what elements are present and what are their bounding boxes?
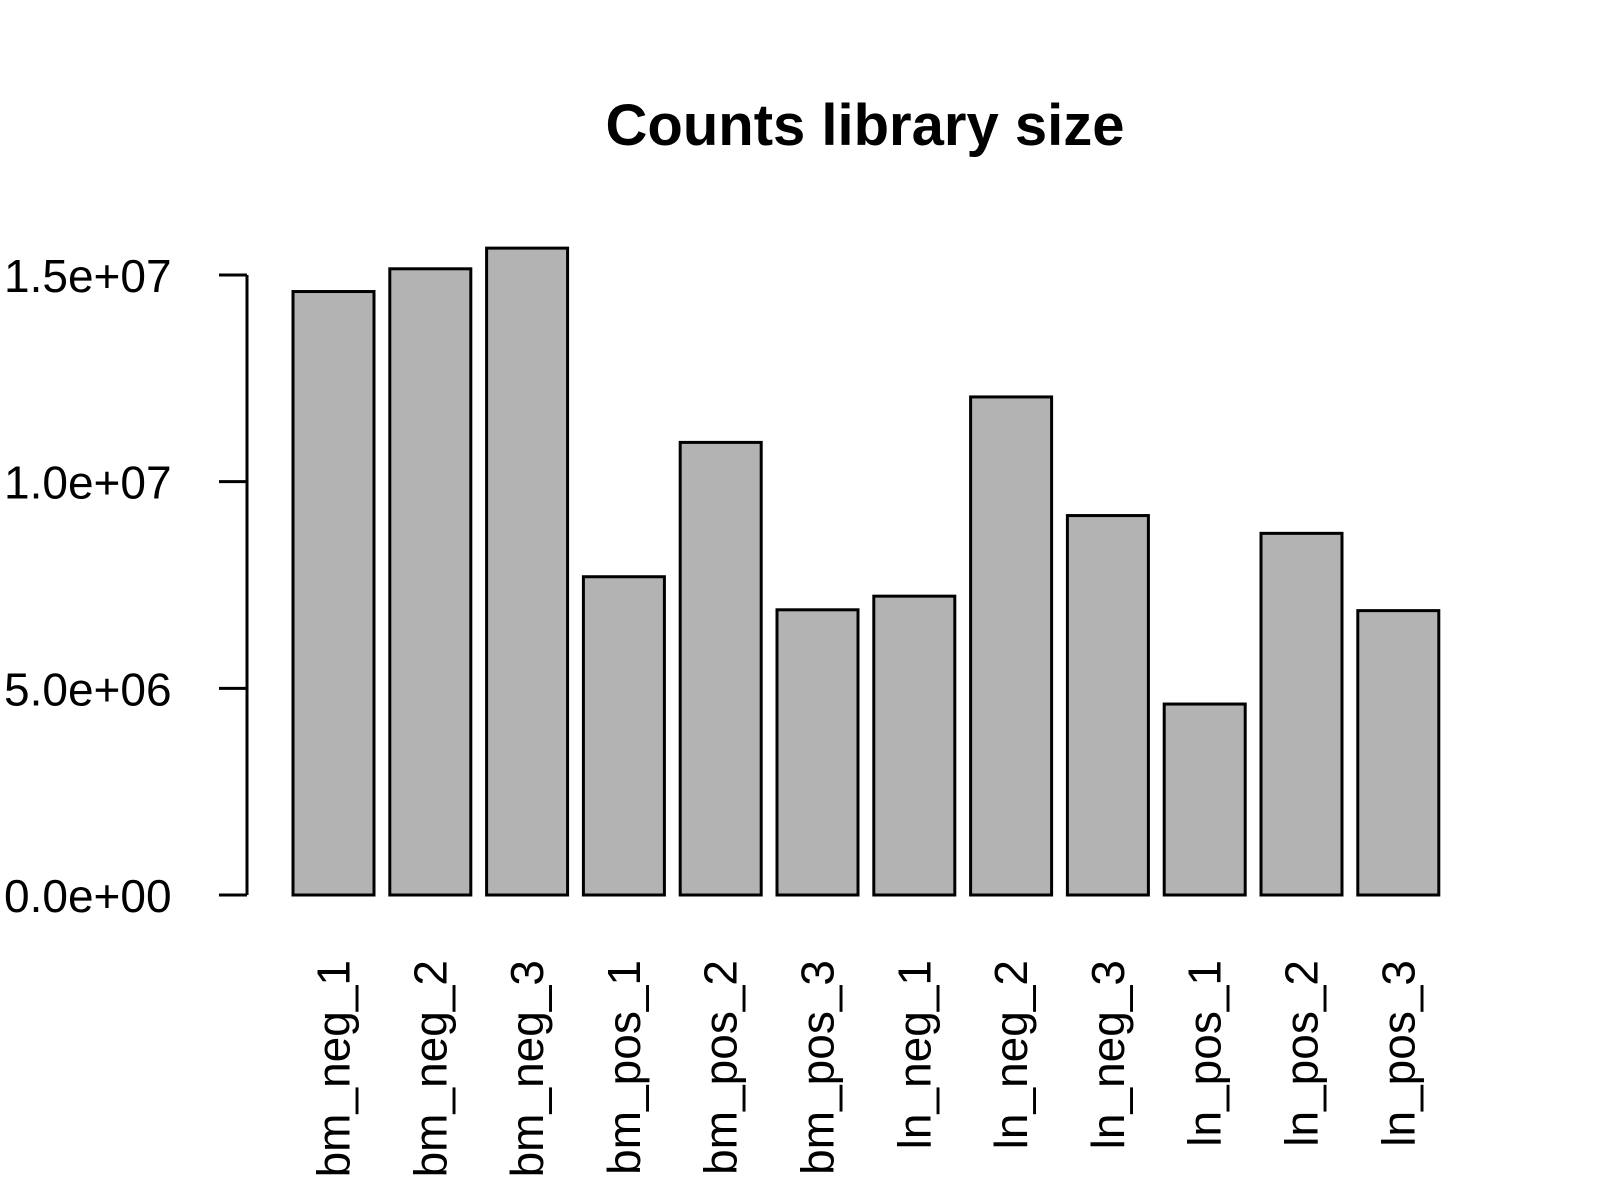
x-tick-label: ln_neg_2 — [985, 960, 1037, 1149]
x-tick-label: bm_pos_1 — [598, 960, 650, 1175]
bar-bm_neg_3 — [485, 246, 570, 897]
bar-ln_pos_2 — [1259, 531, 1344, 897]
chart-title: Counts library size — [606, 93, 1125, 158]
x-tick-label: bm_pos_3 — [792, 960, 844, 1175]
x-tick-label: bm_pos_2 — [695, 960, 747, 1175]
x-axis-labels: bm_neg_1 bm_neg_2 bm_neg_3 bm_pos_1 bm_pos_2… — [308, 960, 1425, 1177]
x-tick-label: bm_neg_1 — [308, 960, 360, 1177]
x-tick-label: ln_neg_3 — [1082, 960, 1134, 1149]
bars — [291, 246, 1441, 897]
bar-ln_neg_2 — [969, 395, 1054, 897]
x-tick-label: bm_neg_2 — [404, 960, 456, 1177]
bar-ln_pos_1 — [1162, 702, 1247, 897]
x-tick-label: ln_pos_2 — [1276, 960, 1328, 1147]
x-tick-label: bm_neg_3 — [501, 960, 553, 1177]
bar-bm_neg_1 — [291, 290, 376, 897]
x-tick-label: ln_pos_1 — [1179, 960, 1231, 1147]
y-tick-label: 5.0e+06 — [4, 663, 172, 715]
y-tick-label: 1.5e+07 — [4, 250, 172, 302]
bar-ln_neg_3 — [1065, 514, 1150, 897]
bar-bm_neg_2 — [388, 267, 473, 897]
y-tick-label: 0.0e+00 — [4, 870, 172, 922]
bar-bm_pos_2 — [678, 440, 763, 897]
bar-ln_pos_3 — [1356, 609, 1441, 897]
bar-bm_pos_1 — [581, 575, 666, 897]
bar-ln_neg_1 — [872, 594, 957, 897]
y-tick-label: 1.0e+07 — [4, 457, 172, 509]
y-axis: 0.0e+00 5.0e+06 1.0e+07 1.5e+07 — [4, 250, 249, 922]
x-tick-label: ln_neg_1 — [888, 960, 940, 1149]
x-tick-label: ln_pos_3 — [1372, 960, 1424, 1147]
bar-bm_pos_3 — [775, 608, 860, 897]
